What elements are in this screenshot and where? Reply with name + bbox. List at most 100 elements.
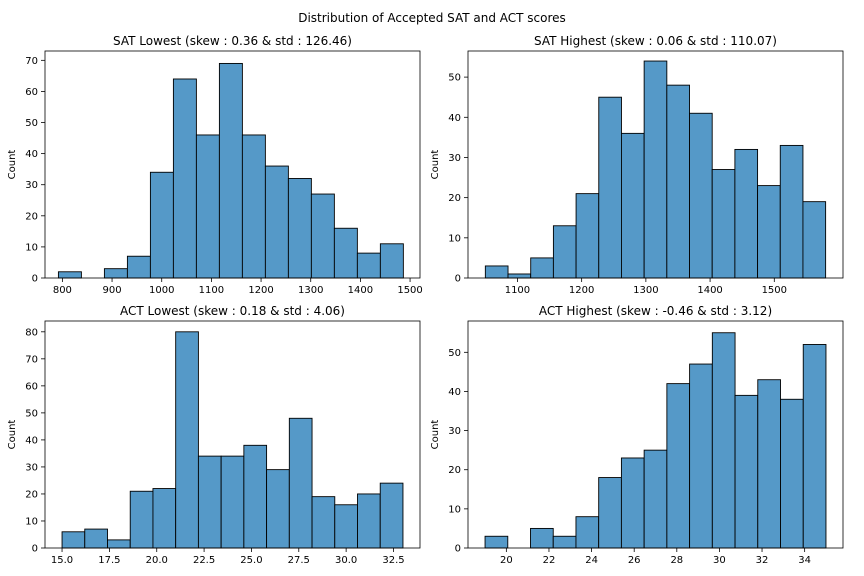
sat-highest-bar	[689, 112, 713, 279]
sat-highest-bar	[621, 132, 645, 279]
sat-lowest-bar	[241, 134, 266, 279]
sat-lowest-bar	[310, 193, 335, 279]
act-highest-x-tick-label: 30	[713, 555, 726, 566]
act-highest-bar	[780, 398, 804, 549]
act-lowest-y-tick-label: 0	[32, 544, 38, 555]
sat-highest-bar	[507, 273, 532, 279]
act-highest-bar	[598, 477, 622, 549]
act-lowest-x-tick-label: 20.0	[146, 555, 168, 566]
sat-highest-x-tick-label: 1300	[633, 285, 658, 296]
sat-highest-y-tick-label: 10	[448, 233, 461, 244]
act-lowest-bar	[107, 539, 131, 549]
sat-lowest-y-tick-label: 70	[25, 56, 38, 67]
act-highest-x-tick-label: 20	[500, 555, 513, 566]
sat-highest-y-tick-label: 40	[448, 113, 461, 124]
sat-highest-x-tick-label: 1200	[569, 285, 594, 296]
sat-lowest-x-tick-label: 800	[53, 285, 72, 296]
sat-lowest-bar	[149, 171, 174, 279]
sat-lowest-y-tick-label: 10	[25, 242, 38, 253]
sat-lowest-panel: 800 900 1000 1100 1200 1300 1400 1500 0 10 20 30 40 5…	[7, 34, 423, 296]
sat-highest-bar	[552, 225, 577, 279]
sat-highest-y-tick-label: 50	[448, 73, 461, 84]
sat-highest-bar	[666, 84, 690, 279]
act-highest-y-tick-label: 20	[448, 465, 461, 476]
act-lowest-title: ACT Lowest (skew : 0.18 & std : 4.06)	[120, 304, 345, 318]
sat-lowest-x-tick-label: 1500	[397, 285, 422, 296]
sat-lowest-bar	[126, 255, 151, 279]
sat-highest-x-tick-label: 1400	[697, 285, 722, 296]
act-lowest-x-tick-label: 27.5	[288, 555, 310, 566]
act-highest-y-tick-label: 30	[448, 426, 461, 437]
sat-lowest-x-tick-label: 1400	[348, 285, 373, 296]
act-lowest-y-tick-label: 80	[25, 327, 38, 338]
sat-highest-bar	[598, 96, 622, 279]
sat-lowest-x-tick-label: 1000	[149, 285, 174, 296]
act-highest-x-tick-label: 34	[798, 555, 811, 566]
act-lowest-bar	[288, 417, 313, 549]
act-highest-x-tick-label: 22	[543, 555, 556, 566]
sat-lowest-axes-frame	[44, 50, 421, 279]
sat-highest-y-tick-label: 20	[448, 193, 461, 204]
sat-lowest-bar	[356, 252, 381, 279]
act-lowest-bar	[243, 444, 268, 549]
act-highest-y-tick-label: 50	[448, 348, 461, 359]
sat-lowest-y-tick-label: 20	[25, 211, 38, 222]
act-highest-bar	[757, 379, 781, 549]
act-highest-x-tick-label: 26	[628, 555, 641, 566]
sat-lowest-y-tick-label: 50	[25, 118, 38, 129]
sat-highest-bar	[530, 257, 554, 279]
sat-highest-panel: 1100 1200 1300 1400 1500 0 10 20 30 40 50 SAT Highe…	[430, 34, 844, 296]
sat-lowest-bar	[172, 78, 197, 279]
act-lowest-bar	[175, 331, 199, 549]
act-highest-y-tick-label: 0	[455, 544, 461, 555]
act-lowest-y-axis-label: Count	[7, 420, 18, 450]
sat-lowest-bar	[195, 134, 220, 279]
act-lowest-bar	[311, 496, 336, 549]
act-lowest-x-tick-label: 25.0	[240, 555, 262, 566]
sat-lowest-y-tick-label: 0	[32, 274, 38, 285]
act-lowest-y-tick-label: 10	[25, 516, 38, 527]
sat-highest-axes-frame	[467, 50, 844, 279]
act-lowest-x-tick-label: 17.5	[98, 555, 120, 566]
act-highest-y-tick-label: 10	[448, 504, 461, 515]
sat-highest-bar	[734, 148, 759, 279]
act-highest-bar	[711, 332, 736, 549]
act-highest-title: ACT Highest (skew : -0.46 & std : 3.12)	[539, 304, 772, 318]
act-highest-y-axis-label: Count	[430, 420, 441, 450]
act-highest-bar	[734, 394, 759, 549]
act-lowest-bar	[266, 469, 290, 549]
sat-lowest-bar	[264, 165, 289, 279]
figure-title: Distribution of Accepted SAT and ACT sco…	[298, 11, 566, 25]
sat-lowest-y-tick-label: 40	[25, 149, 38, 160]
sat-lowest-bar	[379, 243, 404, 279]
sat-highest-bar	[643, 60, 668, 279]
sat-highest-title: SAT Highest (skew : 0.06 & std : 110.07)	[534, 34, 777, 48]
sat-highest-x-tick-label: 1500	[762, 285, 787, 296]
sat-lowest-x-tick-label: 900	[103, 285, 122, 296]
sat-lowest-bar	[287, 178, 312, 279]
act-lowest-bar	[129, 490, 154, 549]
act-lowest-y-tick-label: 30	[25, 462, 38, 473]
act-highest-bar	[530, 527, 554, 549]
act-lowest-bar	[152, 488, 177, 549]
act-lowest-y-tick-label: 70	[25, 354, 38, 365]
sat-lowest-bar	[57, 271, 82, 279]
act-highest-y-tick-label: 40	[448, 387, 461, 398]
sat-lowest-bar	[333, 227, 358, 279]
act-highest-x-tick-label: 28	[670, 555, 683, 566]
sat-lowest-title: SAT Lowest (skew : 0.36 & std : 126.46)	[113, 34, 352, 48]
sat-highest-y-tick-label: 30	[448, 153, 461, 164]
sat-lowest-bar	[103, 268, 128, 279]
act-lowest-y-tick-label: 40	[25, 435, 38, 446]
act-lowest-x-tick-label: 32.5	[382, 555, 404, 566]
sat-highest-bar	[802, 201, 827, 279]
act-highest-bar	[620, 457, 645, 549]
sat-highest-x-tick-label: 1100	[505, 285, 530, 296]
sat-highest-bar	[484, 265, 509, 279]
sat-lowest-y-axis-label: Count	[7, 150, 18, 180]
act-highest-x-tick-label: 32	[756, 555, 769, 566]
sat-lowest-x-tick-label: 1300	[298, 285, 323, 296]
act-lowest-y-tick-label: 50	[25, 408, 38, 419]
act-lowest-bar	[334, 504, 358, 549]
